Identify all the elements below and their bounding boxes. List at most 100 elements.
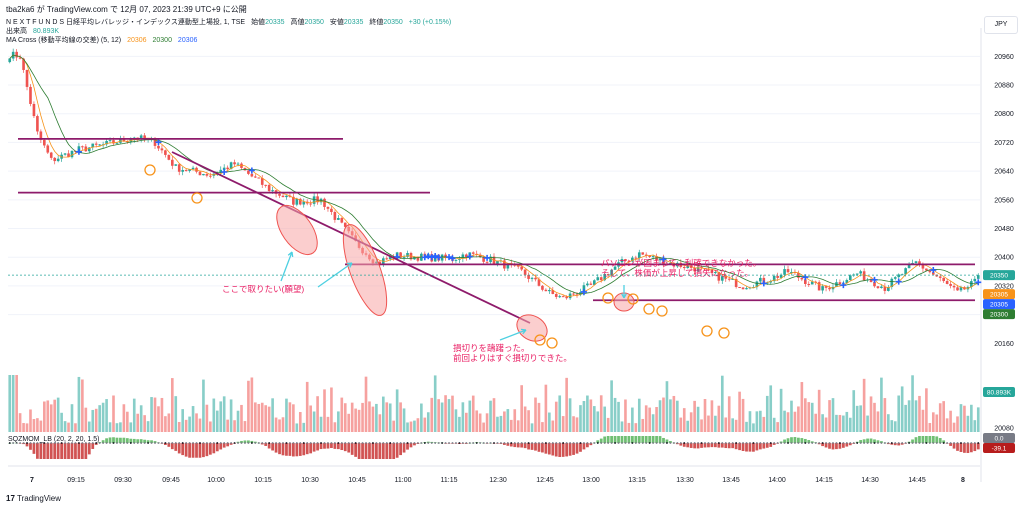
squeeze-dot [323,442,326,444]
squeeze-dot [794,442,796,444]
squeeze-dot [828,442,831,444]
momentum-bar [586,443,589,448]
candle-body [641,252,645,255]
momentum-bar [859,440,863,443]
momentum-bar [624,436,627,443]
tradingview-brand[interactable]: 17 TradingView [6,493,61,505]
squeeze-dot [880,442,883,444]
candle-body [181,170,184,172]
squeeze-dot [320,442,322,444]
momentum-bar [599,438,603,443]
squeeze-dot [46,442,49,444]
momentum-bar [741,443,745,451]
candle-body [561,296,565,298]
squeeze-dot [209,442,212,444]
volume-bar [406,422,409,432]
cross-marker [425,253,432,260]
momentum-bar [769,443,773,447]
candle-body [731,278,734,280]
squeeze-dot [496,442,499,444]
currency-button[interactable]: JPY [984,16,1018,34]
volume-value-label-bg [983,387,1015,397]
momentum-bar [720,443,724,448]
volume-bar [489,400,492,432]
volume-bar [516,420,520,432]
momentum-bar [368,443,371,459]
momentum-bar [101,440,105,443]
squeeze-dot [95,442,98,444]
squeeze-dot [707,442,710,444]
volume-bar [696,406,700,432]
squeeze-dot [351,442,353,444]
volume-bar [776,422,779,432]
arrow-line [317,262,353,288]
volume-bar [91,409,95,432]
volume-bar [838,414,842,432]
candle-body [219,169,223,173]
cross-marker [975,279,982,286]
momentum-bar [36,443,39,459]
squeeze-dot [742,442,744,444]
squeeze-dot [510,442,513,444]
momentum-bar [544,443,548,454]
volume-bar [700,419,703,432]
cross-marker [432,253,439,260]
squeeze-dot [181,442,184,444]
momentum-bar [399,443,402,456]
volume-bars [8,375,980,432]
momentum-bar [530,443,534,450]
momentum-bar [783,439,786,443]
momentum-bar [717,443,721,448]
momentum-bar [969,443,973,453]
volume-bar [399,402,402,432]
squeeze-dot [493,442,495,444]
candle-body [696,267,700,272]
momentum-bar [413,443,416,446]
volume-bar [368,401,371,432]
marker-circle [701,325,713,337]
squeeze-dot [545,442,547,444]
candle-body [98,144,101,146]
volume-bar [610,380,613,432]
candle-body [496,260,499,264]
squeeze-dot [901,442,903,444]
momentum-bar [70,443,74,459]
volume-bar [596,411,600,432]
volume-bar [292,404,295,432]
ma-fast-line [9,54,979,297]
volume-bar [330,387,333,432]
volume-bar [381,396,385,432]
volume-bar [485,413,489,432]
volume-bar [658,400,662,432]
momentum-bar [302,443,306,456]
time-tick-label: 10:15 [254,477,272,484]
momentum-bar [406,443,409,450]
volume-bar [748,411,752,432]
momentum-bar [973,443,977,452]
squeeze-dot [718,442,720,444]
momentum-bar [385,443,389,459]
candle-body [388,256,392,260]
momentum-bar [191,443,195,458]
squeeze-dot [946,442,948,444]
volume-bar [949,410,952,432]
squeeze-dot [818,442,820,444]
momentum-bar [25,443,29,447]
squeeze-dot [143,442,146,444]
momentum-bar [914,437,918,443]
momentum-bar [409,443,413,448]
squeeze-dot [306,442,309,444]
volume-bar [513,409,517,432]
change-value: +30 (+0.15%) [408,19,452,26]
squeeze-dot [527,442,530,444]
squeeze-dot [43,442,46,444]
squeeze-dot [935,442,938,444]
volume-bar [447,399,451,432]
volume-bar [129,422,133,432]
volume-bar [835,414,838,432]
momentum-bar [651,436,655,443]
squeeze-dot [36,442,39,444]
momentum-bar [824,443,828,448]
squeeze-dot [188,442,191,444]
